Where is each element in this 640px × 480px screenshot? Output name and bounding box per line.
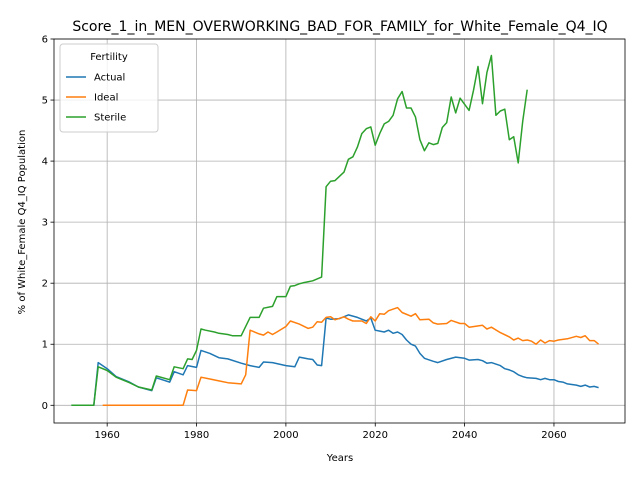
y-tick-label: 0 [42,401,48,412]
y-tick-label: 3 [42,218,48,229]
y-axis-label: % of White_Female Q4_IQ Population [17,130,28,315]
series-lines [71,54,600,407]
plot-frame [53,38,626,424]
series-line-ideal [102,306,600,407]
y-tick-label: 5 [42,96,48,107]
x-axis-label: Years [326,453,353,464]
legend-items: Actual Ideal Sterile [66,73,126,124]
x-tick-label: 2000 [273,430,298,441]
legend-box [59,43,159,133]
x-tick-label: 2060 [541,430,566,441]
y-tick-label: 1 [42,340,48,351]
x-tick-label: 1960 [94,430,119,441]
legend-title: Fertility [90,52,128,63]
x-tick-label: 2040 [452,430,477,441]
legend-label-actual: Actual [94,73,125,84]
legend-label-sterile: Sterile [94,113,126,124]
y-tick-label: 4 [42,157,48,168]
legend: Fertility Actual Ideal Sterile [59,43,159,133]
series-line-sterile [71,54,528,407]
x-tick-label: 1980 [184,430,209,441]
legend-label-ideal: Ideal [94,93,118,104]
x-tick-label: 2020 [363,430,388,441]
y-tick-label: 6 [42,35,48,46]
chart-title: Score_1_in_MEN_OVERWORKING_BAD_FOR_FAMIL… [72,19,607,35]
x-axis-ticks: 1960 1980 2000 2020 2040 2060 [94,423,567,441]
y-tick-label: 2 [42,279,48,290]
y-axis-ticks: 0 1 2 3 4 5 6 [42,35,54,412]
series-line-actual [71,314,599,407]
